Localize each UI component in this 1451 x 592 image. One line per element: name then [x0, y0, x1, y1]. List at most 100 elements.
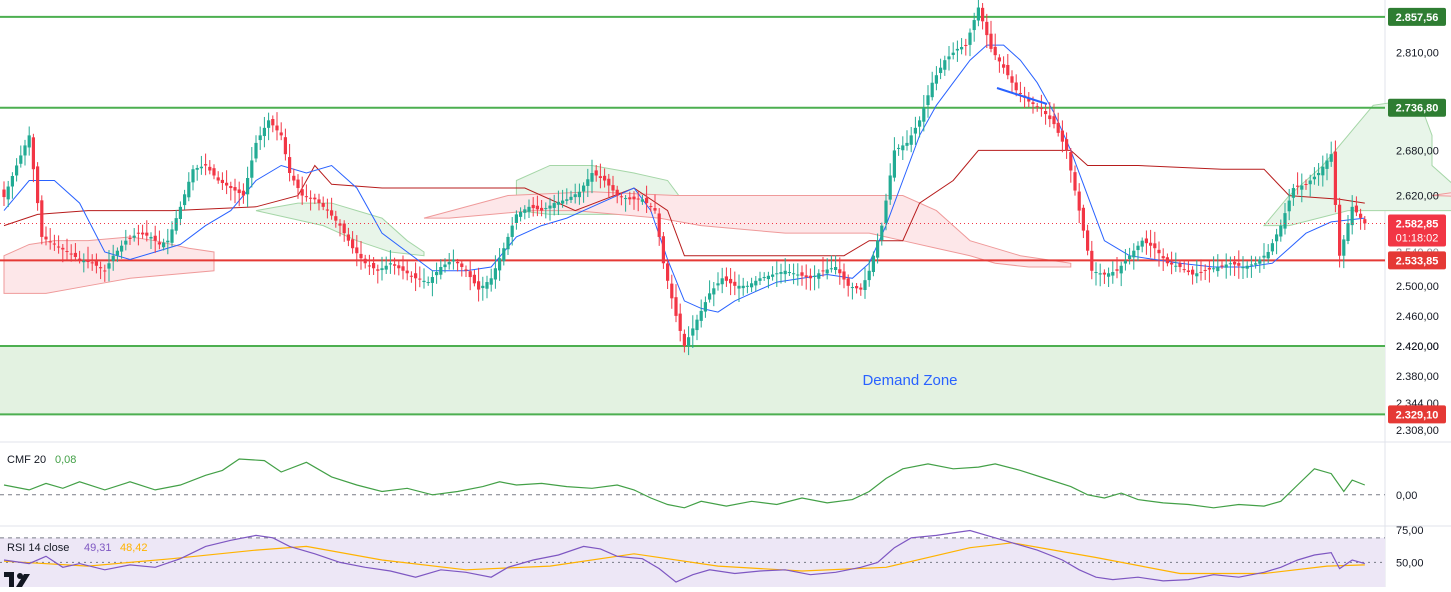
cmf-value: 0,08	[55, 454, 76, 466]
candle-body	[1304, 184, 1308, 186]
candle-body	[6, 186, 10, 200]
candle-body	[972, 20, 976, 31]
cloud-green	[1262, 101, 1451, 227]
candle-body	[346, 234, 350, 241]
candle-body	[107, 263, 111, 269]
candle-body	[1279, 225, 1283, 237]
candle-body	[1035, 106, 1039, 108]
candle-body	[842, 271, 846, 280]
candle-body	[934, 75, 938, 84]
candle-body	[1312, 176, 1316, 180]
candle-body	[535, 205, 539, 210]
candle-body	[1115, 269, 1119, 271]
candle-body	[481, 285, 485, 289]
candle-body	[1350, 206, 1354, 226]
candle-body	[237, 189, 241, 194]
candle-body	[510, 225, 514, 237]
candle-body	[317, 199, 321, 204]
candle-body	[477, 281, 481, 290]
candle-body	[834, 267, 838, 270]
rsi-ma-value: 48,42	[120, 542, 148, 554]
candle-body	[342, 223, 346, 234]
level-tag-text: 2.857,56	[1396, 12, 1439, 24]
cloud-red	[423, 191, 1072, 268]
cmf-title[interactable]: CMF 20	[7, 454, 46, 466]
candle-body	[922, 107, 926, 122]
candle-body	[1048, 115, 1052, 120]
candle-body	[645, 197, 649, 204]
candle-body	[1186, 270, 1190, 273]
candle-body	[1094, 272, 1098, 274]
candle-body	[1052, 116, 1056, 125]
candle-body	[838, 269, 842, 274]
candle-body	[23, 145, 27, 156]
candle-body	[292, 175, 296, 181]
candle-body	[1346, 223, 1350, 242]
candle-body	[493, 268, 497, 280]
candle-body	[468, 271, 472, 278]
candle-body	[1090, 250, 1094, 271]
drawn-trendline[interactable]	[996, 87, 1048, 105]
candle-body	[1132, 250, 1136, 258]
candle-body	[1233, 261, 1237, 265]
current-price-tag	[1388, 214, 1446, 247]
candle-body	[754, 280, 758, 286]
candle-body	[1262, 255, 1266, 258]
candle-body	[976, 7, 980, 21]
candle-body	[384, 265, 388, 270]
cmf-tick: 0,00	[1396, 490, 1417, 502]
candle-body	[1359, 213, 1363, 218]
candle-body	[573, 194, 577, 198]
candle-body	[204, 164, 208, 166]
candle-body	[1228, 263, 1232, 265]
candle-body	[27, 135, 31, 148]
candle-body	[741, 285, 745, 289]
candle-body	[829, 268, 833, 270]
candle-body	[1363, 219, 1367, 224]
candle-body	[111, 255, 115, 262]
candle-body	[367, 265, 371, 267]
candle-body	[414, 273, 418, 279]
candle-body	[611, 185, 615, 191]
candle-body	[208, 166, 212, 171]
price-tick: 2.500,00	[1396, 281, 1439, 293]
candle-body	[1203, 269, 1207, 271]
candle-body	[985, 21, 989, 36]
candle-body	[968, 32, 972, 45]
candle-body	[657, 213, 661, 237]
candle-body	[876, 240, 880, 258]
candle-body	[388, 263, 392, 265]
tradingview-logo-icon[interactable]	[4, 572, 30, 587]
candle-body	[603, 175, 607, 181]
level-tag-text: 2.329,10	[1396, 409, 1439, 421]
candle-body	[48, 241, 52, 243]
candle-body	[10, 176, 14, 187]
candle-body	[1086, 230, 1090, 251]
candle-body	[817, 273, 821, 279]
candle-body	[1027, 97, 1031, 102]
candle-body	[153, 235, 157, 241]
rsi-ma-line	[3, 542, 1365, 575]
candle-body	[124, 240, 128, 245]
candle-body	[40, 200, 44, 237]
candle-body	[619, 196, 623, 198]
candle-body	[997, 57, 1001, 62]
candle-body	[1060, 130, 1064, 142]
candle-body	[598, 176, 602, 179]
candle-body	[1212, 268, 1216, 270]
candle-body	[120, 245, 124, 252]
candle-body	[183, 194, 187, 206]
rsi-tick: 50,00	[1396, 557, 1424, 569]
candle-body	[1220, 265, 1224, 267]
candle-body	[674, 297, 678, 316]
candle-body	[628, 197, 632, 200]
rsi-title[interactable]: RSI 14 close	[7, 542, 69, 554]
candle-body	[695, 319, 699, 331]
candle-body	[443, 264, 447, 268]
candle-body	[220, 179, 224, 184]
candle-body	[376, 269, 380, 271]
candle-body	[930, 82, 934, 98]
candle-body	[1224, 264, 1228, 268]
candle-body	[422, 280, 426, 283]
